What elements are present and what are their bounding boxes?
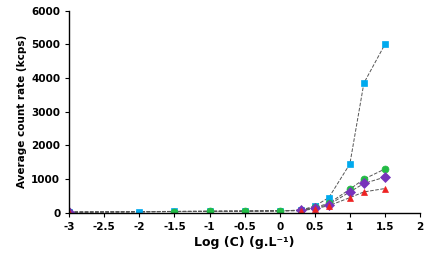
- Y-axis label: Average count rate (kcps): Average count rate (kcps): [17, 35, 27, 188]
- X-axis label: Log (C) (g.L⁻¹): Log (C) (g.L⁻¹): [194, 236, 295, 249]
